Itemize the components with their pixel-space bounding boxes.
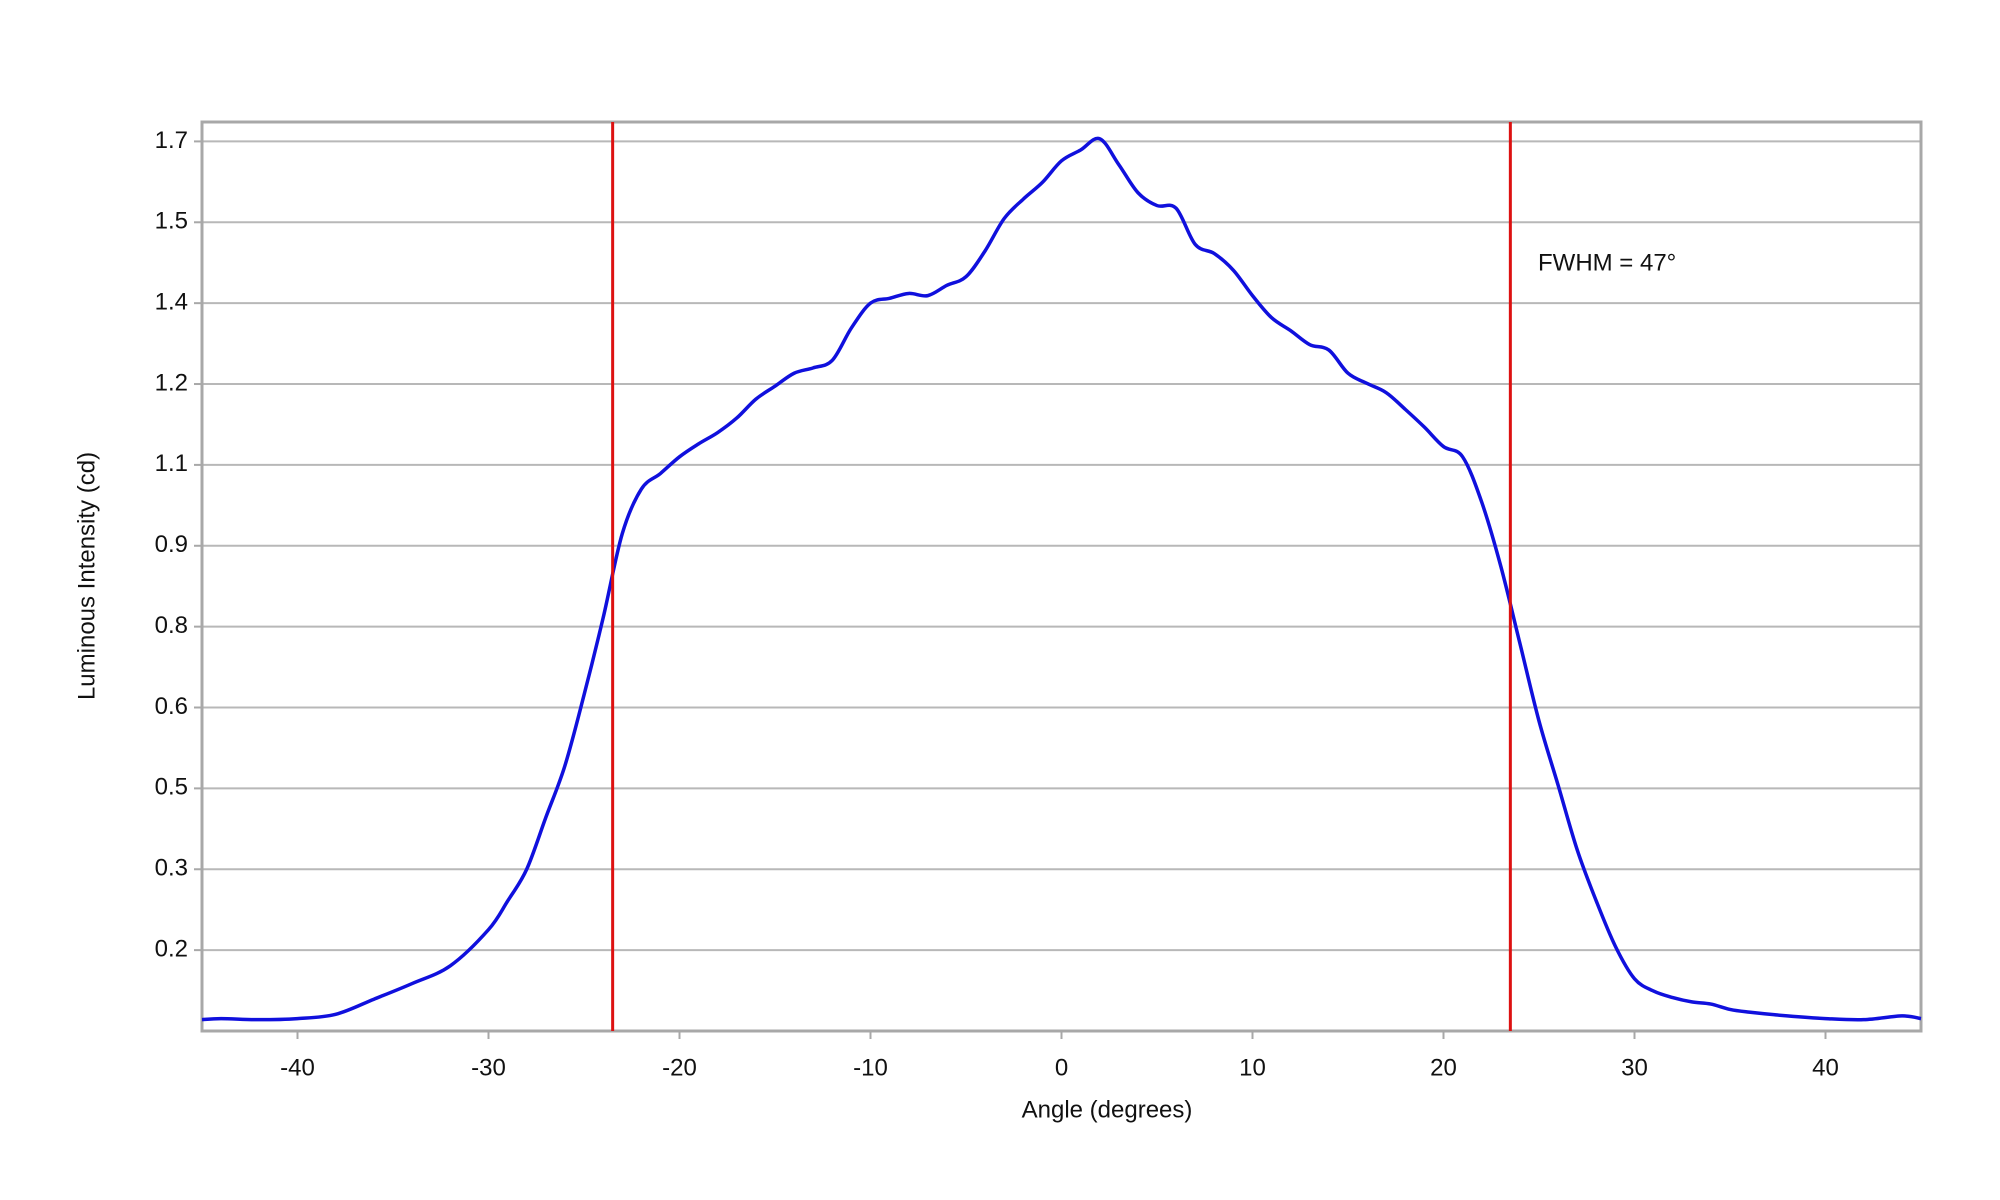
data-line	[201, 136, 1922, 1022]
x-tick-label: -20	[662, 1054, 697, 1081]
y-tick-label: 0.2	[155, 935, 188, 962]
plot-frame	[200, 120, 1923, 1033]
x-tick-label: 20	[1430, 1054, 1457, 1081]
x-tick-label: -10	[853, 1054, 888, 1081]
y-tick-label: 0.3	[155, 855, 188, 882]
x-tick-label: -30	[471, 1054, 506, 1081]
x-tick-label: 30	[1621, 1054, 1648, 1081]
y-tick-label: 1.1	[155, 450, 188, 477]
x-tick-label: -40	[280, 1054, 315, 1081]
y-tick-label: 1.2	[155, 369, 188, 396]
y-tick-label: 1.7	[155, 127, 188, 154]
y-tick-label: 0.8	[155, 612, 188, 639]
y-tick-label: 0.6	[155, 693, 188, 720]
x-tick-label: 10	[1239, 1054, 1266, 1081]
y-tick-label: 0.5	[155, 774, 188, 801]
x-axis-label: Angle (degrees)	[1022, 1096, 1193, 1123]
y-tick-label: 1.5	[155, 208, 188, 235]
y-tick-label: 0.9	[155, 531, 188, 558]
x-tick-label: 0	[1055, 1054, 1068, 1081]
x-tick-label: 40	[1812, 1054, 1839, 1081]
annotation: FWHM = 47°	[1538, 249, 1676, 276]
y-tick-label: 1.4	[155, 288, 188, 315]
y-axis-label: Luminous Intensity (cd)	[73, 452, 100, 700]
